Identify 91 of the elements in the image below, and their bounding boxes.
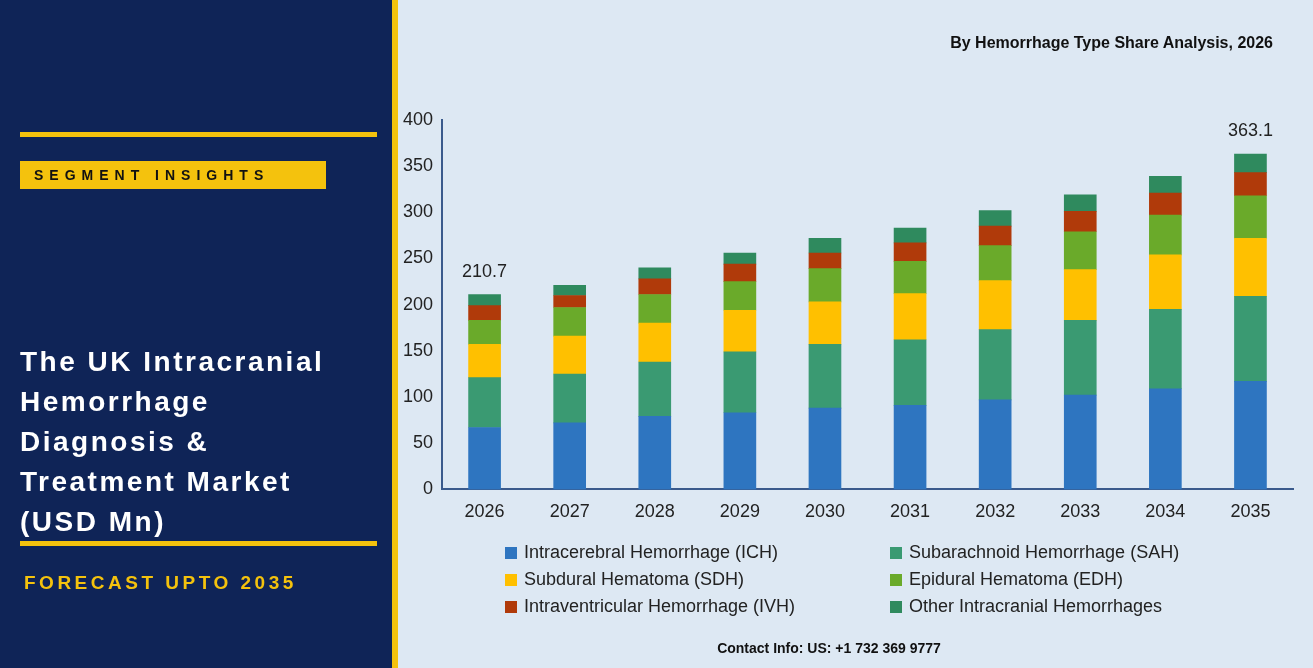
bar xyxy=(1234,195,1267,239)
bar xyxy=(468,294,501,306)
bar xyxy=(723,263,757,282)
legend-label: Intraventricular Hemorrhage (IVH) xyxy=(524,596,796,617)
y-tick-label: 400 xyxy=(402,108,434,129)
x-tick-label: 2030 xyxy=(804,501,845,522)
chart-subtitle: By Hemorrhage Type Share Analysis, 2026 xyxy=(950,34,1273,52)
bar xyxy=(723,412,757,490)
bar xyxy=(1063,231,1097,270)
bar xyxy=(723,309,757,353)
bar xyxy=(723,281,757,311)
bar xyxy=(553,373,587,424)
bar xyxy=(1234,237,1267,297)
bar xyxy=(468,377,501,428)
text: SEGMENT INSIGHTS xyxy=(20,161,326,189)
y-tick-label: 300 xyxy=(402,201,434,222)
bar xyxy=(723,252,757,265)
bar xyxy=(1234,153,1267,173)
bar xyxy=(808,344,842,409)
bar xyxy=(1149,192,1182,216)
x-tick-label: 2027 xyxy=(549,501,590,522)
bar xyxy=(1149,388,1182,490)
y-tick-label: 200 xyxy=(402,293,434,314)
bar xyxy=(1234,172,1267,197)
bar xyxy=(1234,381,1267,490)
bar xyxy=(808,301,842,345)
legend-label: Subarachnoid Hemorrhage (SAH) xyxy=(909,542,1180,563)
bar xyxy=(1063,320,1097,396)
bar xyxy=(1063,194,1097,212)
bar xyxy=(808,237,842,254)
bar xyxy=(978,210,1012,227)
bar xyxy=(978,329,1012,401)
bar xyxy=(638,322,672,363)
y-tick-label: 0 xyxy=(423,478,434,499)
x-tick-label: 2032 xyxy=(975,501,1016,522)
bar xyxy=(978,225,1012,246)
bar xyxy=(723,351,757,414)
legend-label: Intracerebral Hemorrhage (ICH) xyxy=(524,542,779,563)
bar xyxy=(638,267,672,280)
bar xyxy=(468,320,501,345)
total-label: 210.7 xyxy=(462,260,508,281)
x-tick-label: 2033 xyxy=(1060,501,1101,522)
bar xyxy=(893,242,927,262)
bar xyxy=(1149,176,1182,194)
bar xyxy=(553,422,587,490)
bar xyxy=(1149,308,1182,390)
bar xyxy=(808,268,842,303)
y-tick-label: 350 xyxy=(402,155,434,176)
bar xyxy=(468,344,501,378)
bar xyxy=(1149,214,1182,256)
bar xyxy=(1063,394,1097,490)
bar xyxy=(978,399,1012,490)
x-tick-label: 2034 xyxy=(1145,501,1186,522)
bar xyxy=(893,293,927,341)
bar xyxy=(638,294,672,324)
legend-label: Subdural Hematoma (SDH) xyxy=(524,569,745,590)
y-tick-label: 100 xyxy=(402,386,434,407)
bar xyxy=(978,280,1012,330)
bar xyxy=(638,361,672,417)
x-tick-label: 2031 xyxy=(890,501,931,522)
x-tick-label: 2029 xyxy=(719,501,760,522)
bar xyxy=(553,284,587,296)
text: Contact Info: US: +1 732 369 9777 xyxy=(716,640,942,656)
bar xyxy=(638,416,672,490)
bar xyxy=(893,260,927,294)
bar xyxy=(468,305,501,321)
bar xyxy=(808,252,842,270)
text: The UK Intracranial Hemorrhage Diagnosis & Treatment Market (USD Mn) xyxy=(20,345,326,539)
y-tick-label: 50 xyxy=(413,432,434,453)
total-label: 363.1 xyxy=(1227,120,1273,141)
bar xyxy=(978,245,1012,282)
bar xyxy=(468,427,501,490)
bar xyxy=(1063,269,1097,321)
y-tick-label: 150 xyxy=(402,339,434,360)
bar xyxy=(808,407,842,490)
x-tick-label: 2028 xyxy=(634,501,675,522)
bar xyxy=(893,339,927,406)
legend-label: Other Intracranial Hemorrhages xyxy=(909,596,1163,617)
bar xyxy=(1149,254,1182,310)
x-tick-label: 2035 xyxy=(1230,501,1271,522)
bar xyxy=(1234,296,1267,382)
bar xyxy=(638,278,672,295)
legend-label: Epidural Hematoma (EDH) xyxy=(909,569,1124,590)
bar xyxy=(893,405,927,490)
bar xyxy=(553,295,587,308)
y-tick-label: 250 xyxy=(402,247,434,268)
bar xyxy=(1063,211,1097,233)
bar xyxy=(553,307,587,337)
bar xyxy=(553,335,587,375)
text: FORECAST UPTO 2035 xyxy=(24,572,297,594)
x-tick-label: 2026 xyxy=(464,501,505,522)
